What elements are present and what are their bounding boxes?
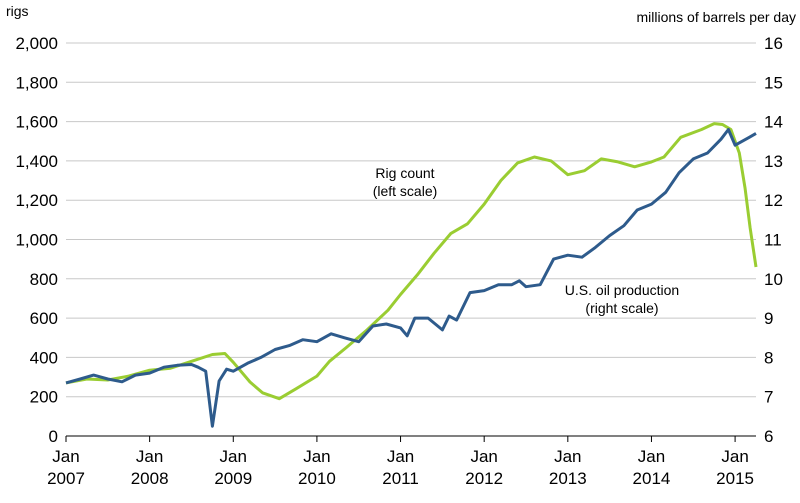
left-tick-label: 1,400 (15, 152, 58, 171)
left-tick-label: 0 (49, 427, 58, 446)
rig-count-line (65, 122, 758, 401)
right-tick-label: 11 (764, 231, 782, 250)
oil-production-line (65, 128, 757, 428)
x-tick-month: Jan (136, 447, 163, 466)
right-tick-label: 12 (764, 191, 783, 210)
gridlines (66, 42, 756, 398)
left-tick-label: 1,800 (15, 73, 58, 92)
right-tick-label: 9 (764, 309, 773, 328)
x-tick-year: 2008 (131, 469, 169, 488)
right-tick-label: 15 (764, 73, 783, 92)
left-tick-label: 1,600 (15, 113, 58, 132)
x-tick-month: Jan (52, 447, 79, 466)
annotations: Rig count (left scale) U.S. oil production… (373, 165, 679, 316)
x-axis: Jan 2007 Jan 2008 Jan 2009 Jan 2010 Jan 2011 Jan 20… (47, 435, 756, 488)
left-tick-label: 1,200 (15, 191, 58, 210)
right-tick-label: 8 (764, 348, 773, 367)
x-tick-month: Jan (721, 447, 748, 466)
x-tick-month: Jan (470, 447, 497, 466)
x-tick-month: Jan (387, 447, 414, 466)
x-tick-month: Jan (638, 447, 665, 466)
x-tick-year: 2012 (465, 469, 503, 488)
x-tick-year: 2009 (214, 469, 252, 488)
oil-production-annotation: (right scale) (585, 300, 658, 316)
right-tick-label: 16 (764, 34, 783, 53)
left-axis-title: rigs (6, 3, 29, 19)
series-group (65, 122, 758, 428)
right-tick-label: 6 (764, 427, 773, 446)
x-tick-year: 2010 (298, 469, 336, 488)
right-axis-title: millions of barrels per day (636, 9, 796, 25)
left-axis-ticks: 0 200 400 600 800 1,000 1,200 1,400 1,600 1,800 2,… (15, 34, 58, 446)
x-tick-month: Jan (220, 447, 247, 466)
left-tick-label: 400 (30, 348, 58, 367)
right-tick-label: 7 (764, 388, 773, 407)
left-tick-label: 600 (30, 309, 58, 328)
x-tick-year: 2007 (47, 469, 85, 488)
x-tick-year: 2015 (716, 469, 754, 488)
x-tick-month: Jan (554, 447, 581, 466)
right-tick-label: 13 (764, 152, 783, 171)
left-tick-label: 200 (30, 388, 58, 407)
x-tick-month: Jan (303, 447, 330, 466)
left-tick-label: 2,000 (15, 34, 58, 53)
oil-production-annotation: U.S. oil production (565, 282, 679, 298)
right-tick-label: 14 (764, 113, 783, 132)
right-axis-ticks: 6 7 8 9 10 11 12 13 14 15 16 (764, 34, 783, 446)
rig-count-annotation: Rig count (375, 165, 434, 181)
right-tick-label: 10 (764, 270, 783, 289)
left-tick-label: 1,000 (15, 231, 58, 250)
x-tick-year: 2011 (382, 469, 419, 488)
left-tick-label: 800 (30, 270, 58, 289)
rig-count-annotation: (left scale) (373, 183, 438, 199)
x-tick-year: 2013 (549, 469, 587, 488)
x-tick-year: 2014 (633, 469, 671, 488)
